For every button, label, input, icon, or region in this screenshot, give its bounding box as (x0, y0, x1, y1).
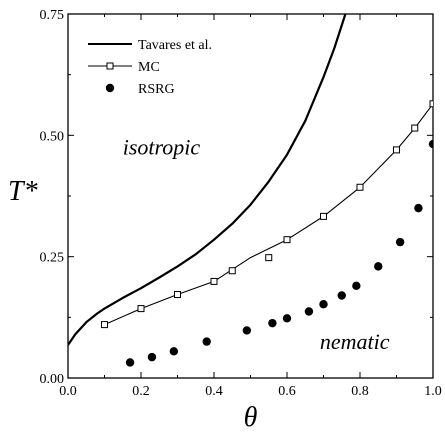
mc-point (101, 321, 108, 329)
mc-point (429, 100, 433, 108)
legend-item: RSRG (105, 82, 175, 97)
rsrg-point (428, 139, 433, 149)
mc-point (393, 146, 400, 154)
series-line-0 (68, 14, 347, 346)
rsrg-point (169, 347, 179, 356)
annotation-nematic: nematic (320, 329, 390, 354)
rsrg-point (202, 337, 211, 346)
rsrg-point (352, 281, 361, 290)
y-tick-label: 0.25 (40, 251, 65, 266)
rsrg-point (319, 300, 328, 309)
legend-item: MC (88, 60, 160, 75)
mc-point (265, 254, 273, 262)
annotation-isotropic: isotropic (123, 135, 201, 160)
x-axis-title: θ (244, 402, 258, 433)
rsrg-point (414, 203, 423, 213)
x-tick-label: 0.2 (132, 384, 150, 399)
series-group (68, 14, 433, 367)
y-tick-label: 0.00 (40, 372, 65, 387)
plot-frame (67, 13, 434, 379)
mc-point (174, 291, 181, 299)
x-tick-label: 0.0 (59, 384, 77, 399)
mc-point (228, 267, 236, 275)
rsrg-point (147, 352, 157, 362)
rsrg-point (125, 358, 135, 367)
legend-label: RSRG (138, 82, 175, 97)
legend-item: Tavares et al. (88, 38, 212, 53)
legend-label: Tavares et al. (138, 38, 212, 53)
y-tick-label: 0.50 (40, 129, 65, 144)
x-tick-label: 0.6 (278, 384, 296, 399)
legend-swatch-dot (105, 83, 115, 93)
rsrg-point (282, 314, 292, 323)
y-tick-label: 0.75 (40, 8, 65, 23)
mc-point (137, 305, 145, 313)
x-tick-label: 0.4 (205, 384, 223, 399)
legend-label: MC (138, 60, 160, 75)
mc-point (356, 183, 364, 191)
mc-point (411, 124, 419, 132)
x-tick-label: 0.8 (351, 384, 369, 399)
rsrg-point (268, 318, 277, 328)
rsrg-point (304, 307, 314, 316)
x-tick-label: 1.0 (424, 384, 442, 399)
rsrg-point (337, 291, 346, 300)
rsrg-point (242, 326, 252, 335)
mc-point (320, 212, 327, 220)
mc-point (210, 277, 218, 285)
mc-point (283, 236, 291, 244)
y-axis-title: T* (8, 176, 38, 207)
legend-swatch-square (106, 62, 114, 70)
rsrg-point (395, 237, 405, 247)
rsrg-point (374, 262, 383, 271)
